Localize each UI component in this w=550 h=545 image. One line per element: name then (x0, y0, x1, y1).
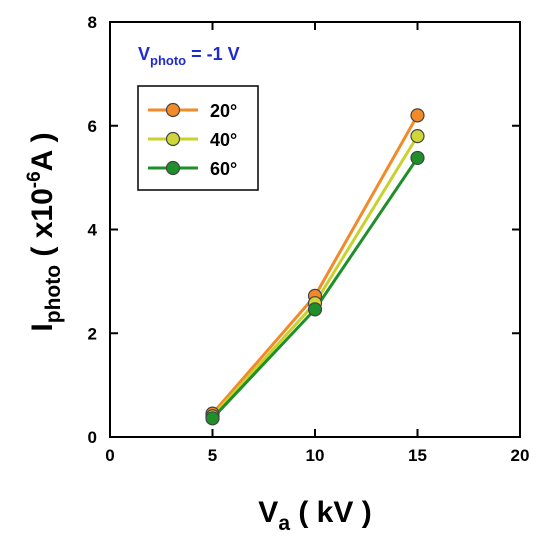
y-tick-label: 2 (88, 324, 97, 343)
y-tick-label: 6 (88, 117, 97, 136)
plot-frame (109, 21, 521, 438)
axis-ticks: 0 5 10 15 20 0 2 4 6 8 (88, 13, 530, 465)
y-axis-title-main: I (26, 323, 59, 331)
y-tick-label: 4 (88, 221, 98, 240)
x-tick-label: 15 (408, 446, 427, 465)
x-tick-label: 5 (208, 446, 217, 465)
y-axis-title-subscript: photo (42, 265, 65, 323)
y-axis-title-rest1: ( x10 (26, 188, 59, 265)
series-layer (205, 108, 425, 426)
legend-label: 20° (210, 101, 237, 121)
x-tick-label: 0 (105, 446, 114, 465)
x-axis-title-main: V (258, 496, 278, 529)
annotation-text: Vphoto = -1 V (138, 44, 240, 68)
annotation-subscript: photo (150, 53, 186, 68)
x-axis-title-rest: ( kV ) (290, 496, 372, 529)
legend-label: 60° (210, 159, 237, 179)
x-tick-label: 20 (511, 446, 530, 465)
annotation-main: V (138, 44, 150, 64)
y-axis-title: Iphoto ( x10-6A ) (24, 132, 65, 331)
x-axis-title: Va ( kV ) (258, 496, 371, 535)
data-point (307, 302, 323, 317)
legend-label: 40° (210, 130, 237, 150)
y-axis-title-rest2: A ) (26, 132, 59, 171)
y-tick-label: 8 (88, 13, 97, 32)
legend-marker (165, 160, 181, 176)
y-axis-title-superscript: -6 (24, 171, 45, 188)
y-tick-label: 0 (88, 428, 97, 447)
legend-marker (165, 102, 181, 118)
legend: 20° 40° 60° (137, 85, 259, 191)
annotation-rest: = -1 V (186, 44, 240, 64)
data-point (410, 108, 425, 123)
x-tick-label: 10 (306, 446, 325, 465)
x-axis-title-subscript: a (278, 512, 290, 535)
data-point (205, 411, 220, 426)
data-point (410, 129, 425, 144)
legend-items: 20° 40° 60° (148, 101, 237, 179)
data-point (410, 150, 425, 166)
legend-marker (165, 131, 181, 147)
